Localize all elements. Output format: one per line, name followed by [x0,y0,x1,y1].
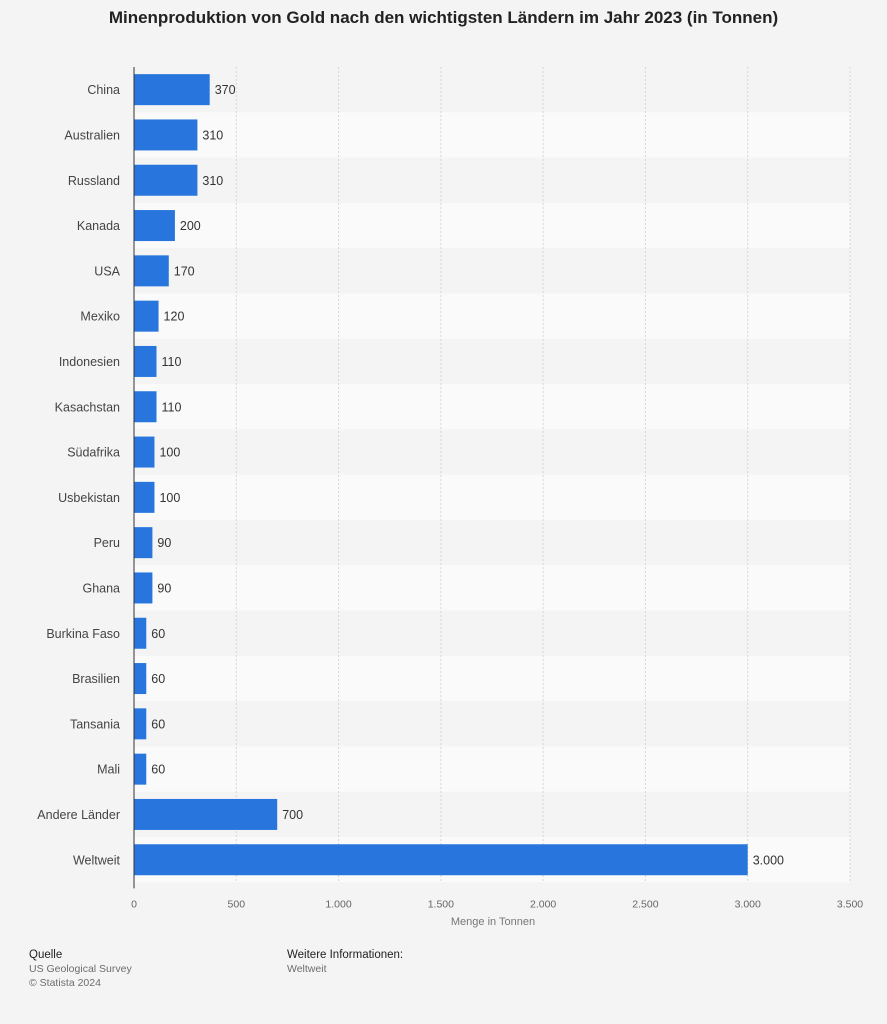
category-label: Mali [97,763,120,777]
bar [134,753,147,785]
category-label: Burkina Faso [46,627,120,641]
category-label: Kasachstan [55,400,120,414]
row-band [134,112,850,158]
value-label: 100 [159,491,180,505]
value-label: 110 [162,355,182,369]
bar [134,436,155,468]
category-label: Andere Länder [37,808,120,822]
info-heading: Weitere Informationen: [287,949,404,961]
value-label: 170 [174,264,195,278]
value-label: 3.000 [753,853,784,867]
category-label: Brasilien [72,672,120,686]
value-label: 200 [180,219,201,233]
category-label: Ghana [82,581,120,595]
tick-label: 3.500 [837,898,863,910]
category-label: Indonesien [59,355,120,369]
value-label: 700 [282,808,303,822]
value-label: 110 [162,400,182,414]
tick-labels: 0 500 1.000 1.500 2.000 2.500 3.000 3.500 [131,898,863,910]
row-band [134,293,850,339]
info-value: Weltweit [287,963,327,975]
category-label: Kanada [77,219,120,233]
value-label: 310 [202,128,223,142]
x-axis-label: Menge in Tonnen [451,916,535,928]
value-label: 90 [157,536,171,550]
value-label: 90 [157,581,171,595]
value-label: 60 [151,763,165,777]
category-label: Weltweit [73,853,121,867]
row-band [134,157,850,203]
row-band [134,338,850,385]
category-label: Mexiko [80,310,120,324]
row-band [134,429,850,475]
row-band [134,655,850,702]
value-label: 60 [151,672,165,686]
bar [134,481,155,513]
bar [134,844,748,876]
bar [134,527,153,559]
value-labels: 370 310 310 200 170 120 110 110 100 100 90 90 60 60 60… [151,83,784,867]
category-label: Peru [94,536,120,550]
bar [134,345,157,377]
category-label: Südafrika [67,446,120,460]
category-label: Usbekistan [58,491,120,505]
tick-label: 2.500 [632,898,658,910]
bar [134,300,159,332]
bars [134,74,748,876]
tick-label: 1.000 [325,898,351,910]
bar-chart: 370 310 310 200 170 120 110 110 100 100 90 90 60 60 60… [37,67,863,928]
bar [134,119,198,151]
bar [134,210,175,242]
row-band [134,701,850,747]
tick-label: 500 [228,898,246,910]
value-label: 370 [215,83,236,97]
value-label: 60 [151,627,165,641]
row-band [134,520,850,566]
source-name[interactable]: US Geological Survey [29,963,132,975]
copyright: © Statista 2024 [29,977,101,989]
row-band [134,474,850,520]
row-band [134,746,850,792]
tick-label: 2.000 [530,898,556,910]
value-label: 120 [164,310,185,324]
value-label: 100 [159,446,180,460]
tick-label: 1.500 [428,898,454,910]
category-label: China [87,83,120,97]
tick-label: 0 [131,898,137,910]
value-label: 310 [202,174,223,188]
row-band [134,202,850,249]
bar [134,391,157,423]
info-block: Weitere Informationen: Weltweit [287,948,403,976]
bar [134,617,147,649]
tick-label: 3.000 [735,898,761,910]
chart-title: Minenproduktion von Gold nach den wichti… [108,8,779,27]
row-band [134,248,850,294]
category-label: USA [94,264,120,278]
row-band [134,565,850,611]
value-label: 60 [151,717,165,731]
category-label: Tansania [70,717,120,731]
row-bands [134,67,850,883]
row-band [134,610,850,656]
source-heading: Quelle [29,949,63,961]
category-label: Russland [68,174,120,188]
bar [134,164,198,196]
bar [134,663,147,695]
bar [134,74,210,106]
bar [134,798,278,830]
category-labels: China Australien Russland Kanada USA Mexiko In… [37,83,120,867]
row-band [134,67,850,113]
row-band [134,384,850,430]
bar [134,708,147,740]
bar [134,255,169,287]
source-block: Quelle US Geological Survey © Statista 2… [29,948,132,990]
bar [134,572,153,604]
category-label: Australien [64,128,120,142]
